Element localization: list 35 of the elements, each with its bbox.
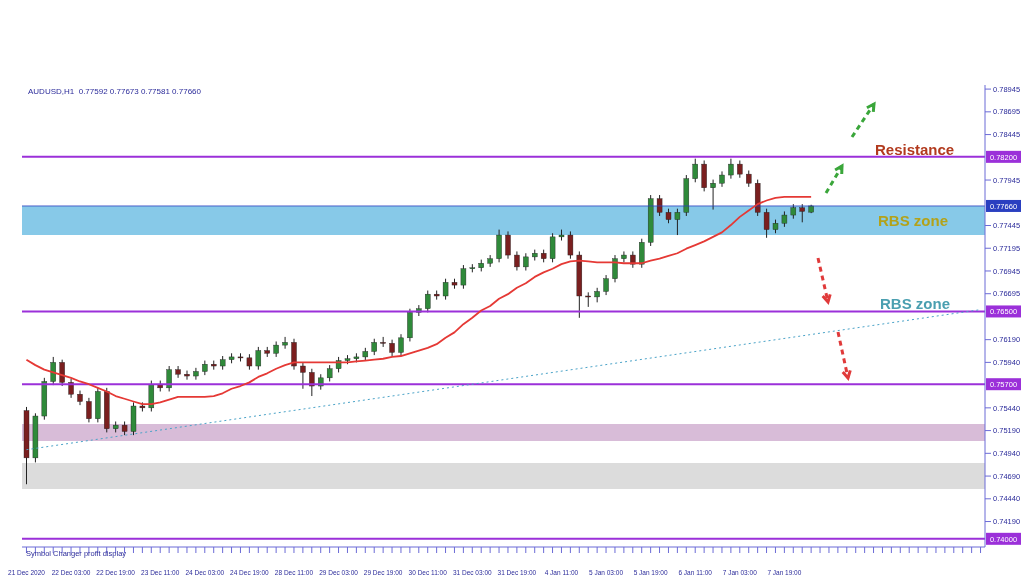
candlestick [496,229,502,263]
candlestick [639,238,645,269]
candlestick [710,179,716,211]
candlestick [255,346,262,371]
candlestick [291,338,297,371]
candlestick [763,208,770,239]
candlestick [184,370,190,381]
candlestick [175,365,181,379]
candlestick [50,356,56,386]
candlestick [398,333,404,357]
candlestick [148,380,155,412]
candlestick [621,250,627,263]
candlestick [193,367,199,381]
candlestick [86,397,92,423]
annotation: Resistance [875,141,955,158]
candlestick [59,359,65,387]
candlestick [514,250,520,272]
candlestick [692,158,698,183]
candlestick [567,230,574,260]
chart-title: AUDUSD,H1 0.77592 0.77673 0.77581 0.77660 [28,87,202,96]
candlestick [603,274,609,296]
candlestick [612,254,618,283]
candlestick [300,361,306,390]
candlestick [166,365,172,392]
annotation: RBS zone [880,295,951,312]
candlestick [460,264,467,290]
candlestick [674,208,681,236]
candlestick [701,159,707,192]
annotation: RBS zone [878,212,949,229]
candlestick [799,203,805,223]
candlestick [442,278,449,301]
candlestick [549,232,556,263]
candlestick [505,230,511,260]
candlestick [282,336,288,350]
candlestick [728,158,734,180]
